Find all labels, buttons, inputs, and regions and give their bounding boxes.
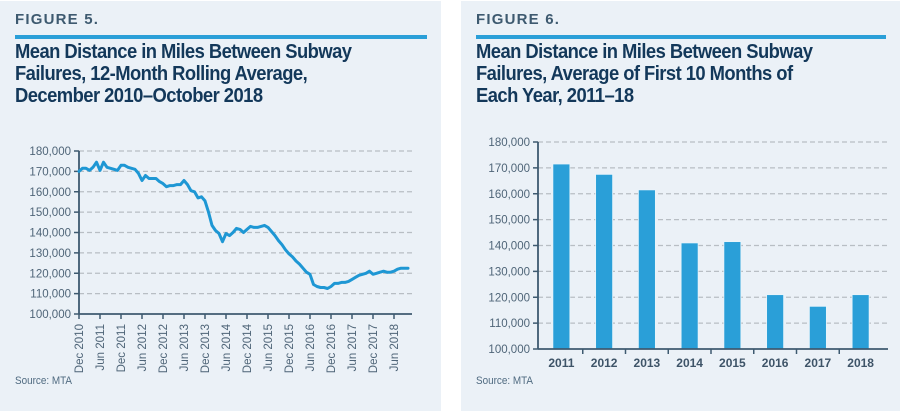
figure-6-title-line-1: Mean Distance in Miles Between Subway bbox=[476, 41, 813, 63]
x-tick-label: Jun 2012 bbox=[137, 324, 149, 371]
figure-6-label: FIGURE 6. bbox=[476, 11, 561, 28]
x-category-label: 2018 bbox=[847, 356, 874, 370]
y-tick-label: 160,000 bbox=[29, 187, 71, 199]
x-tick-label: Dec 2013 bbox=[200, 324, 212, 373]
bar-2018 bbox=[851, 294, 870, 350]
y-tick-label: 180,000 bbox=[29, 146, 71, 158]
figure-6-title: Mean Distance in Miles Between Subway Fa… bbox=[476, 41, 862, 107]
x-tick-label: Dec 2017 bbox=[368, 324, 380, 373]
y-tick-label: 110,000 bbox=[489, 318, 530, 330]
x-tick-label: Dec 2014 bbox=[242, 323, 254, 373]
figure-6-title-line-3: Each Year, 2011–18 bbox=[476, 85, 634, 107]
x-tick-label: Jun 2014 bbox=[221, 323, 233, 371]
y-tick-label: 140,000 bbox=[488, 241, 530, 253]
x-category-label: 2017 bbox=[805, 356, 832, 370]
y-tick-label: 170,000 bbox=[488, 163, 530, 175]
x-tick-label: Dec 2015 bbox=[284, 324, 296, 373]
x-tick-label: Dec 2016 bbox=[326, 324, 338, 373]
figure-6-panel: FIGURE 6. Mean Distance in Miles Between… bbox=[461, 1, 900, 411]
figure-6-accent-rule bbox=[476, 35, 886, 39]
bar-2016 bbox=[766, 294, 785, 350]
figure-5-title-line-1: Mean Distance in Miles Between Subway bbox=[15, 41, 352, 63]
bar-chart: 100,000 110,000 120,000 130,000 140,000 150,0… bbox=[488, 137, 888, 370]
x-tick-label: Dec 2010 bbox=[74, 324, 86, 373]
bar-2013 bbox=[637, 189, 656, 350]
y-tick-label: 100,000 bbox=[488, 344, 530, 356]
y-tick-label: 110,000 bbox=[30, 289, 71, 301]
y-tick-label: 150,000 bbox=[488, 215, 530, 227]
figure-6-source: Source: MTA bbox=[476, 375, 534, 387]
y-tick-label: 140,000 bbox=[29, 228, 71, 240]
x-tick-label: Jun 2013 bbox=[179, 324, 191, 371]
y-tick-label: 120,000 bbox=[29, 268, 71, 280]
figure-5-title-line-3: December 2010–October 2018 bbox=[15, 85, 263, 107]
x-tick-label: Dec 2011 bbox=[116, 324, 128, 372]
x-category-label: 2014 bbox=[676, 356, 703, 370]
x-category-label: 2011 bbox=[548, 356, 574, 370]
x-tick-label: Jun 2015 bbox=[263, 324, 275, 371]
y-tick-label: 180,000 bbox=[488, 137, 530, 149]
bar-2015 bbox=[723, 241, 742, 350]
y-tick-label: 170,000 bbox=[29, 166, 71, 178]
series-line-rolling-average bbox=[77, 160, 410, 290]
x-category-label: 2015 bbox=[719, 356, 746, 370]
bar-2014 bbox=[680, 242, 699, 350]
line-chart: 100,000 110,000 120,000 130,000 140,000 150,0… bbox=[29, 146, 412, 373]
y-tick-label: 150,000 bbox=[29, 207, 71, 219]
figure-6-title-line-2: Failures, Average of First 10 Months of bbox=[476, 63, 793, 85]
figure-5-title: Mean Distance in Miles Between Subway Fa… bbox=[15, 41, 401, 107]
x-tick-label: Jun 2016 bbox=[305, 324, 317, 371]
x-tick-label: Dec 2012 bbox=[158, 324, 170, 373]
figure-5-panel: FIGURE 5. Mean Distance in Miles Between… bbox=[0, 1, 441, 411]
figure-5-label: FIGURE 5. bbox=[15, 11, 100, 28]
figure-5-source: Source: MTA bbox=[15, 375, 73, 387]
bar-2012 bbox=[595, 173, 614, 350]
x-category-label: 2016 bbox=[762, 356, 789, 370]
figure-5-accent-rule bbox=[15, 35, 427, 39]
bar-2017 bbox=[808, 305, 827, 350]
x-tick-label: Jun 2011 bbox=[95, 324, 107, 370]
figure-5-title-line-2: Failures, 12-Month Rolling Average, bbox=[15, 63, 308, 85]
y-tick-label: 120,000 bbox=[488, 292, 530, 304]
bar-2011 bbox=[552, 163, 571, 350]
x-tick-label: Jun 2017 bbox=[347, 324, 359, 371]
y-tick-label: 130,000 bbox=[488, 266, 530, 278]
y-tick-label: 100,000 bbox=[29, 309, 71, 321]
x-category-label: 2013 bbox=[634, 356, 661, 370]
y-tick-label: 130,000 bbox=[29, 248, 71, 260]
y-tick-label: 160,000 bbox=[488, 189, 530, 201]
x-category-label: 2012 bbox=[591, 356, 618, 370]
x-tick-label: Jun 2018 bbox=[389, 324, 401, 371]
